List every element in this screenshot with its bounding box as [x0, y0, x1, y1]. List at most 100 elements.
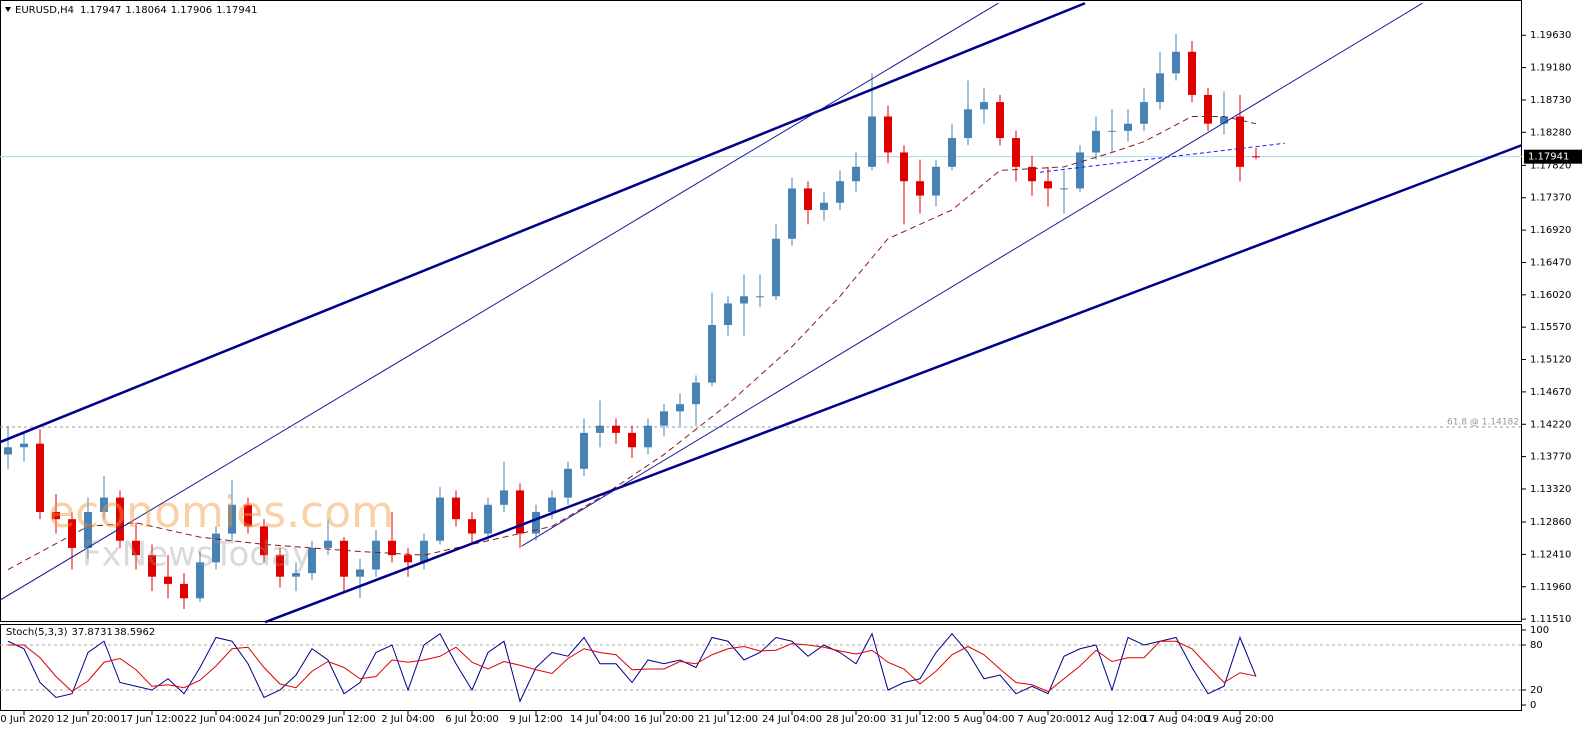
- y-tick-label: 1.14670: [1530, 387, 1571, 398]
- candle-body: [644, 425, 652, 448]
- y-tick-label: 1.16920: [1530, 225, 1571, 236]
- candle-body: [484, 504, 492, 534]
- stoch-line: [8, 640, 1257, 693]
- stoch-tick-label: 20: [1530, 685, 1543, 696]
- candle-body: [260, 526, 268, 556]
- candle-body: [132, 540, 140, 556]
- y-tick-label: 1.14220: [1530, 419, 1571, 430]
- stoch-tick-label: 0: [1530, 700, 1536, 711]
- candle-body: [20, 443, 28, 448]
- candle-body: [164, 576, 172, 584]
- candle-body: [1188, 51, 1196, 95]
- x-tick-label: 5 Aug 04:00: [953, 714, 1014, 725]
- candle-body: [340, 540, 348, 577]
- y-tick-label: 1.18280: [1530, 127, 1571, 138]
- watermark: economies.com FxNewsToday: [48, 487, 394, 575]
- y-tick-label: 1.16020: [1530, 290, 1571, 301]
- candle-body: [292, 573, 300, 577]
- stoch-tick-label: 80: [1530, 640, 1543, 651]
- x-tick-label: 16 Jul 20:00: [634, 714, 694, 725]
- stoch-tick-label: 100: [1530, 625, 1549, 636]
- fib-label: 61.8 @ 1.14182: [1447, 417, 1519, 427]
- candle-body: [500, 490, 508, 505]
- candle-body: [4, 447, 12, 455]
- main-pane: [0, 0, 1522, 622]
- y-tick-label: 1.11960: [1530, 582, 1571, 593]
- candle-body: [100, 497, 108, 512]
- chart-header: EURUSD,H4 1.17947 1.18064 1.17906 1.17941: [15, 5, 257, 16]
- candle-body: [36, 443, 44, 512]
- x-tick-label: 31 Jul 12:00: [890, 714, 950, 725]
- x-tick-label: 28 Jul 20:00: [826, 714, 886, 725]
- x-tick-label: 14 Jul 04:00: [570, 714, 630, 725]
- candle-body: [372, 540, 380, 570]
- candle-body: [452, 497, 460, 520]
- candle-body: [244, 504, 252, 527]
- candle-body: [804, 188, 812, 210]
- x-tick-label: 12 Aug 12:00: [1078, 714, 1145, 725]
- x-tick-label: 24 Jul 04:00: [762, 714, 822, 725]
- candle-body: [52, 511, 60, 520]
- candle-body: [708, 325, 716, 383]
- x-tick-label: 29 Jun 12:00: [312, 714, 376, 725]
- candle-body: [1236, 116, 1244, 167]
- high: 1.18064: [125, 5, 166, 16]
- candle-body: [980, 102, 988, 110]
- symbol: EURUSD,H4: [15, 5, 74, 16]
- candle-body: [388, 540, 396, 556]
- stoch-name: Stoch(5,3,3): [6, 627, 68, 638]
- candle-body: [1044, 181, 1052, 189]
- candle-body: [884, 116, 892, 153]
- price-tag-label: 1.17941: [1528, 152, 1569, 163]
- candle-body: [916, 181, 924, 196]
- candle-body: [692, 382, 700, 405]
- candle-body: [676, 404, 684, 412]
- candle-body: [516, 490, 524, 534]
- candle-body: [180, 583, 188, 599]
- candle-body: [116, 497, 124, 541]
- menu-triangle[interactable]: [5, 7, 11, 12]
- x-tick-label: 24 Jun 20:00: [248, 714, 312, 725]
- y-tick-label: 1.16470: [1530, 257, 1571, 268]
- candle-body: [420, 540, 428, 563]
- candle-body: [196, 562, 204, 599]
- y-tick-label: 1.17370: [1530, 193, 1571, 204]
- y-tick-label: 1.13770: [1530, 452, 1571, 463]
- candle-body: [660, 411, 668, 426]
- trendline: [0, 2, 1086, 444]
- candle-body: [820, 202, 828, 210]
- candle-body: [580, 432, 588, 469]
- x-tick-label: 6 Jul 20:00: [445, 714, 499, 725]
- candle-body: [740, 296, 748, 304]
- candle-body: [1092, 130, 1100, 153]
- stoch-header: Stoch(5,3,3) 37.873138.5962: [6, 627, 155, 638]
- candle-body: [1012, 138, 1020, 167]
- trendline: [521, 2, 1423, 547]
- candle-body: [1076, 152, 1084, 189]
- candle-body: [228, 504, 236, 534]
- watermark-text: FxNewsToday: [82, 535, 312, 575]
- stoch-main: 37.8731: [71, 627, 112, 638]
- candle-body: [68, 519, 76, 548]
- candle-body: [788, 188, 796, 239]
- x-tick-label: 19 Aug 20:00: [1206, 714, 1273, 725]
- candle-body: [548, 497, 556, 512]
- candle-body: [868, 116, 876, 167]
- candle-body: [276, 555, 284, 577]
- candle-body: [356, 569, 364, 577]
- candle-body: [1124, 123, 1132, 131]
- y-tick-label: 1.19630: [1530, 30, 1571, 41]
- candle-body: [756, 296, 764, 298]
- trendline: [264, 144, 1523, 624]
- candle-body: [468, 519, 476, 534]
- candle-body: [532, 511, 540, 534]
- x-tick-label: 7 Aug 20:00: [1017, 714, 1078, 725]
- candle-body: [628, 432, 636, 448]
- y-tick-label: 1.17820: [1530, 160, 1571, 171]
- candle-body: [1140, 102, 1148, 124]
- x-tick-label: 21 Jul 12:00: [698, 714, 758, 725]
- moving-average: [7, 115, 1257, 570]
- candle-body: [1220, 116, 1228, 124]
